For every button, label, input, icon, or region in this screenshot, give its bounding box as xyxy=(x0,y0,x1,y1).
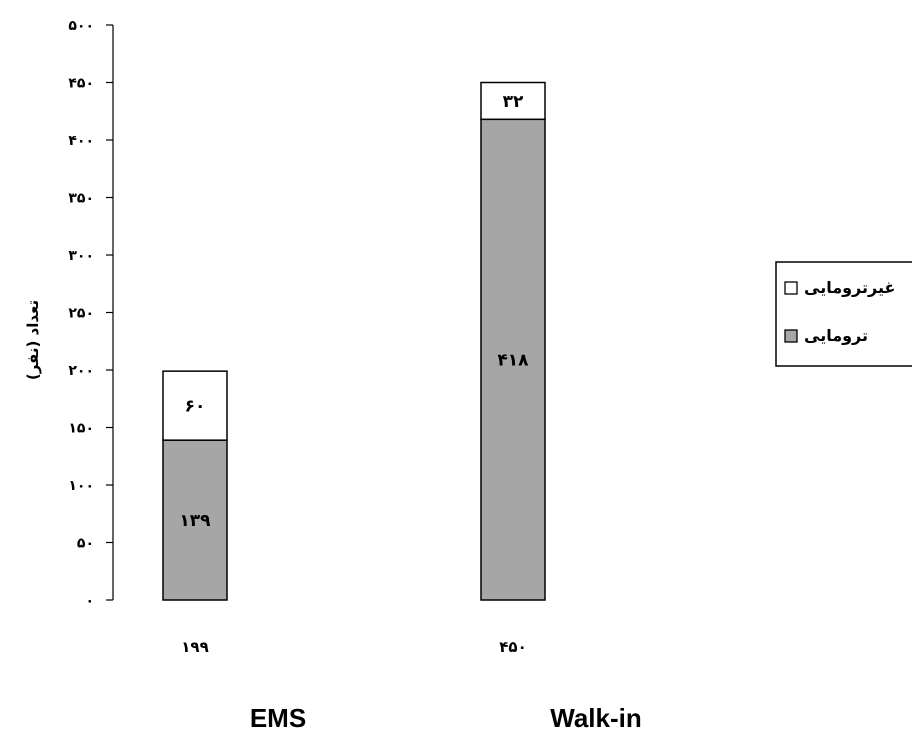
bar-segment xyxy=(162,439,228,601)
legend: غیرترومایی ترومایی xyxy=(775,261,912,367)
labels: ۱۳۹ ۶۰ ۱۹۹ EMS ۴۱۸ ۳۲ ۴۵۰ Walk-in xyxy=(179,92,641,733)
y-axis: ۰ ۵۰ ۱۰۰ ۱۵۰ ۲۰۰ ۲۵۰ ۳۰۰ ۳۵۰ ۴۰۰ ۴۵۰ ۵۰۰ xyxy=(68,18,114,609)
legend-swatch xyxy=(784,329,798,343)
bar-value-label: ۱۳۹ xyxy=(179,511,211,531)
y-tick-label: ۵۰۰ xyxy=(68,18,94,34)
y-tick-label: ۰ xyxy=(85,593,94,609)
bars xyxy=(162,81,546,601)
bar-value-label: ۶۰ xyxy=(185,397,206,417)
bar-value-label: ۴۱۸ xyxy=(497,351,529,371)
category-total-label: ۱۹۹ xyxy=(181,638,208,656)
y-tick-label: ۲۰۰ xyxy=(68,363,94,379)
y-tick-label: ۴۰۰ xyxy=(68,133,94,149)
category-label: Walk-in xyxy=(550,703,641,733)
bar-segment xyxy=(162,370,228,441)
y-tick-label: ۴۵۰ xyxy=(68,76,94,92)
y-tick-label: ۱۵۰ xyxy=(68,421,94,437)
legend-swatch xyxy=(784,281,798,295)
y-tick-label: ۱۰۰ xyxy=(68,478,94,494)
category-label: EMS xyxy=(250,703,306,733)
bar-segment xyxy=(480,81,546,121)
y-tick-label: ۳۵۰ xyxy=(68,191,94,207)
y-tick-label: ۲۵۰ xyxy=(68,306,94,322)
y-tick-label: ۳۰۰ xyxy=(68,248,94,264)
y-tick-label: ۵۰ xyxy=(77,536,94,552)
legend-frame xyxy=(775,261,912,367)
legend-entry-label: غیرترومایی xyxy=(804,278,895,297)
legend-entry-label: ترومایی xyxy=(804,326,868,345)
bar-value-label: ۳۲ xyxy=(503,92,524,112)
category-total-label: ۴۵۰ xyxy=(499,638,526,656)
y-axis-title: تعداد (نفر) xyxy=(24,300,42,380)
